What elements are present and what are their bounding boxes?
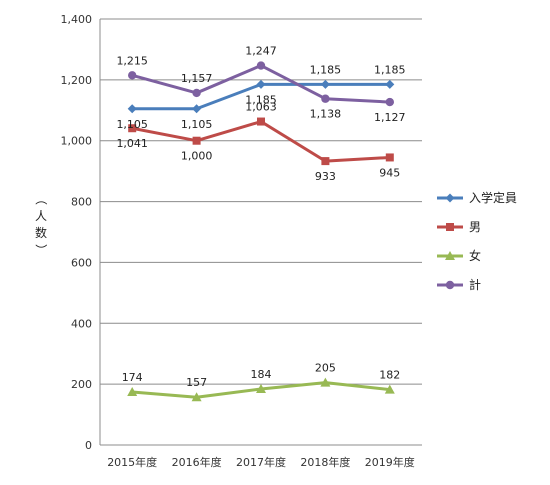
data-label: 182 [379,369,400,382]
data-label: 1,105 [116,118,148,131]
legend-item: 女 [437,248,481,263]
series-1-point [192,136,201,145]
y-tick-label: 0 [85,439,92,452]
series-1-point [321,157,330,166]
y-tick-label: 1,000 [61,135,93,148]
series-2-point [191,392,202,402]
data-label: 1,041 [116,137,148,150]
data-label: 1,215 [116,54,148,67]
legend-marker [446,223,454,231]
data-label: 157 [186,376,207,389]
y-axis-label-char: 数 [35,225,47,240]
y-axis-label-char: ） [34,244,48,256]
series-3-point [385,97,394,107]
series-2-point [256,384,266,394]
legend-item: 計 [437,277,481,292]
data-label: 174 [122,371,143,384]
legend-label: 計 [469,277,481,292]
x-tick-labels: 2015年度 2016年度 2017年度 2018年度 2019年度 [107,455,415,469]
y-axis-label-char: （ [34,193,48,205]
data-label: 1,105 [181,118,213,131]
series-1-group [128,117,394,166]
y-axis-label-char: 人 [35,209,47,223]
series-3-point [192,88,201,98]
series-3-point [256,61,266,70]
y-tick-label: 1,400 [61,13,93,26]
legend-marker [445,193,455,203]
x-tick-label: 2016年度 [172,455,222,469]
series-3-point [321,94,330,103]
series-3-point [128,71,137,80]
data-label: 945 [379,166,400,179]
x-tick-label: 2015年度 [107,455,157,469]
data-label: 1,157 [181,72,213,85]
legend-item: 入学定員 [437,190,517,205]
series-1-line [131,120,390,163]
legend-label: 入学定員 [469,190,517,205]
data-label: 1,185 [374,63,406,76]
legend-item: 男 [437,220,481,234]
data-label: 1,127 [374,111,406,124]
data-label: 1,247 [245,45,277,58]
series-2-point [127,387,138,397]
y-tick-labels: 0 200 400 600 800 1,000 1,200 1,400 [61,13,93,452]
data-label: 1,063 [245,101,277,114]
series [127,61,395,402]
series-0-point [192,104,202,114]
series-0-group [127,79,395,114]
data-labels: 1,105 1,105 1,185 1,185 1,185 1,041 1,000 1,063… [116,45,405,390]
series-2-group [127,377,395,402]
series-0-point [256,79,266,89]
y-tick-label: 800 [71,196,92,209]
y-tick-label: 400 [71,317,92,330]
legend-marker [445,251,455,260]
series-0-point [127,104,137,114]
series-1-point [128,124,137,133]
data-label: 1,185 [310,63,342,76]
data-label: 184 [251,368,272,381]
legend-label: 女 [469,248,481,263]
legend-label: 男 [469,220,481,234]
x-tick-label: 2018年度 [300,455,350,469]
x-tick-label: 2017年度 [236,455,286,469]
x-tick-label: 2019年度 [365,455,415,469]
y-axis-label: （ 人数 ） [34,193,48,256]
series-2-point [384,384,395,394]
legend-marker [445,280,455,290]
series-1-point [257,117,265,126]
y-tick-label: 200 [71,378,92,391]
axes [99,19,422,446]
data-label: 933 [315,170,336,183]
y-tick-label: 600 [71,256,92,269]
series-1-point [385,153,394,162]
data-label: 205 [315,362,336,375]
data-label: 1,185 [245,93,277,106]
data-label: 1,138 [310,108,342,121]
series-3-group [128,61,394,107]
data-label: 1,000 [181,150,213,163]
y-tick-label: 1,200 [61,74,93,87]
series-0-point [385,79,395,89]
series-0-point [320,79,330,89]
series-2-point [320,377,331,387]
